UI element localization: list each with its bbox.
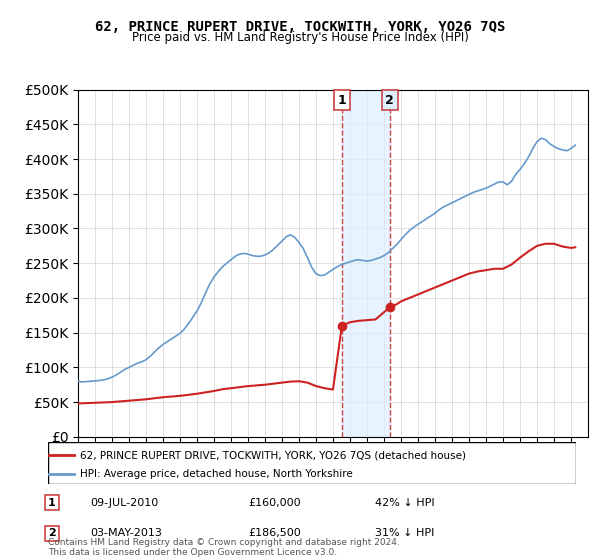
- Text: Price paid vs. HM Land Registry's House Price Index (HPI): Price paid vs. HM Land Registry's House …: [131, 31, 469, 44]
- Text: HPI: Average price, detached house, North Yorkshire: HPI: Average price, detached house, Nort…: [80, 469, 352, 479]
- Text: 31% ↓ HPI: 31% ↓ HPI: [376, 529, 435, 538]
- Text: 42% ↓ HPI: 42% ↓ HPI: [376, 498, 435, 507]
- Text: 09-JUL-2010: 09-JUL-2010: [90, 498, 158, 507]
- Text: £160,000: £160,000: [248, 498, 301, 507]
- Text: 62, PRINCE RUPERT DRIVE, TOCKWITH, YORK, YO26 7QS (detached house): 62, PRINCE RUPERT DRIVE, TOCKWITH, YORK,…: [80, 450, 466, 460]
- Text: 1: 1: [48, 498, 56, 507]
- Text: 2: 2: [48, 529, 56, 538]
- FancyBboxPatch shape: [48, 442, 576, 484]
- Text: Contains HM Land Registry data © Crown copyright and database right 2024.
This d: Contains HM Land Registry data © Crown c…: [48, 538, 400, 557]
- Text: 1: 1: [337, 94, 346, 106]
- Bar: [342, 90, 390, 437]
- Text: 2: 2: [385, 94, 394, 106]
- Text: 03-MAY-2013: 03-MAY-2013: [90, 529, 162, 538]
- Text: £186,500: £186,500: [248, 529, 301, 538]
- Text: 62, PRINCE RUPERT DRIVE, TOCKWITH, YORK, YO26 7QS: 62, PRINCE RUPERT DRIVE, TOCKWITH, YORK,…: [95, 20, 505, 34]
